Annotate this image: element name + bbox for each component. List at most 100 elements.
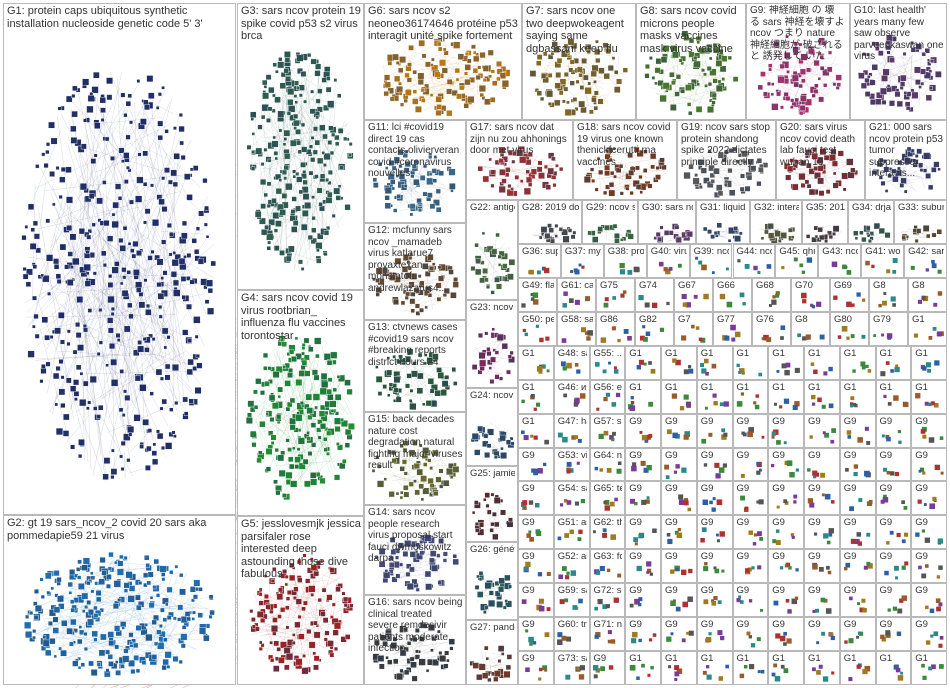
small-node-cluster xyxy=(736,363,762,377)
small-node-cluster xyxy=(521,500,540,511)
small-group-label: G8 xyxy=(912,279,925,291)
small-node-cluster xyxy=(560,361,581,374)
small-group-label: G1 xyxy=(915,347,928,359)
group-cell: G1 xyxy=(839,345,876,380)
small-node-cluster xyxy=(702,562,725,574)
small-node-cluster xyxy=(528,266,550,275)
small-group-label: G79 xyxy=(873,313,891,325)
small-node-cluster xyxy=(638,294,670,308)
small-node-cluster xyxy=(768,291,780,307)
small-group-label: G72: sar... xyxy=(593,585,623,597)
group-cell: G9 xyxy=(625,447,661,482)
group-cell: G9 xyxy=(732,447,769,482)
small-group-label: G9 xyxy=(522,517,535,529)
small-node-cluster xyxy=(702,664,729,681)
group-cell: G9 xyxy=(625,413,661,448)
group-label-g30: G30: sars ncov kobus5... xyxy=(642,202,693,213)
group-cell: G58: sars... xyxy=(557,311,596,346)
group-cell: G1 xyxy=(625,651,661,685)
group-panel-g5: G5: jesslovesmjk jessica parsifaler rose… xyxy=(237,516,364,685)
small-node-cluster xyxy=(885,531,908,545)
small-group-label: G9 xyxy=(808,551,821,563)
group-panel-g1: G1: protein caps ubiquitous synthetic in… xyxy=(3,3,236,515)
small-group-label: G38: profbha... xyxy=(607,246,644,257)
small-node-cluster xyxy=(926,631,944,648)
small-node-cluster xyxy=(776,362,801,376)
group-cell: G71: nco... xyxy=(589,617,626,652)
group-label-g33: G35: 2019 drambri... xyxy=(806,202,845,213)
group-label-g11: G11: lci #covid19 direct 19 cas contacts… xyxy=(368,122,460,179)
group-cell: G1 xyxy=(875,345,912,380)
small-group-label: G9 xyxy=(736,551,750,563)
small-group-label: G59: sars... xyxy=(557,585,587,597)
small-group-label: G41: world... xyxy=(865,246,901,257)
small-group-label: G9 xyxy=(665,483,678,495)
small-node-cluster xyxy=(739,496,764,513)
small-node-cluster xyxy=(850,532,870,547)
group-cell: G75 xyxy=(596,277,635,312)
group-panel-g17: G17: sars ncov dat zijn nu zou ahhonings… xyxy=(466,120,573,200)
group-cell: G9 xyxy=(696,413,733,448)
small-node-cluster xyxy=(893,664,903,681)
small-group-label: G9 xyxy=(522,653,535,665)
group-cell: G9 xyxy=(768,515,804,550)
group-cell: G9 xyxy=(661,583,697,618)
small-group-label: G9 xyxy=(879,619,893,631)
small-group-label: G76 xyxy=(756,313,774,325)
group-cell: G9 xyxy=(804,515,840,550)
group-cell: G9 xyxy=(732,549,769,584)
small-group-label: G1 xyxy=(915,653,928,665)
small-group-label: G9 xyxy=(879,517,893,529)
group-label-g12: G12: mcfunny sars ncov _mamadeb virus ka… xyxy=(368,225,452,294)
small-group-label: G39: ncov... xyxy=(693,246,730,257)
small-group-label: G75 xyxy=(600,279,618,291)
small-node-cluster xyxy=(852,361,871,373)
small-node-cluster xyxy=(745,631,761,648)
group-panel-g11: G11: lci #covid19 direct 19 cas contacts… xyxy=(364,120,466,223)
group-cell: G1 xyxy=(732,651,769,685)
group-panel-g27: G27: pandemi uyanıyor sorgula... xyxy=(466,620,518,685)
small-node-cluster xyxy=(748,530,763,546)
small-group-label: G80 xyxy=(834,313,852,325)
group-cell: G9 xyxy=(518,447,554,482)
group-cell: G46: и по... xyxy=(553,379,590,414)
small-node-cluster xyxy=(594,461,622,474)
group-label-g14: G14: sars ncov people research virus pro… xyxy=(368,507,453,564)
group-cell: G41: world... xyxy=(861,244,905,278)
small-node-cluster xyxy=(671,393,691,411)
small-group-label: G1 xyxy=(665,347,678,359)
group-panel-g2: G2: gt 19 sars_ncov_2 covid 20 sars aka … xyxy=(3,515,236,685)
small-group-label: G9 xyxy=(843,415,857,427)
group-cell: G1 xyxy=(768,379,804,414)
group-label-g16: G16: sars ncov being clinical treated se… xyxy=(368,597,463,654)
group-cell: G9 xyxy=(804,447,840,482)
small-node-cluster xyxy=(797,333,825,341)
small-group-label: G9 xyxy=(700,483,714,495)
group-cell: G9 xyxy=(696,447,733,482)
group-label-g8: G8: sars ncov covid microns people masks… xyxy=(640,5,737,55)
group-cell: G56: eur... xyxy=(589,379,626,414)
group-label-g15: G15: back decades nature cost degradatio… xyxy=(368,414,463,471)
small-group-label: G9 xyxy=(700,449,714,461)
small-group-label: G71: nco... xyxy=(593,619,623,631)
node-cluster-g4 xyxy=(245,335,355,501)
small-node-cluster xyxy=(775,632,792,646)
group-cell: G1 xyxy=(768,345,804,380)
small-node-cluster xyxy=(678,494,692,512)
small-node-cluster xyxy=(915,529,944,545)
small-node-cluster xyxy=(918,564,943,579)
small-group-label: G1 xyxy=(912,313,925,325)
small-node-cluster xyxy=(918,464,944,475)
small-group-label: G49: flavo... xyxy=(522,279,554,291)
small-node-cluster xyxy=(844,463,871,477)
group-cell: G9 xyxy=(696,549,733,584)
small-node-cluster xyxy=(593,566,621,578)
group-cell: G9 xyxy=(804,413,840,448)
group-cell: G1 xyxy=(625,379,661,414)
group-label-g17: G17: sars ncov dat zijn nu zou ahhonings… xyxy=(470,122,567,156)
small-node-cluster xyxy=(598,430,616,441)
small-node-cluster xyxy=(639,325,665,342)
group-label-g1: G1: protein caps ubiquitous synthetic in… xyxy=(7,5,203,30)
small-group-label: G9 xyxy=(772,517,785,529)
group-cell: G9 xyxy=(696,583,733,618)
